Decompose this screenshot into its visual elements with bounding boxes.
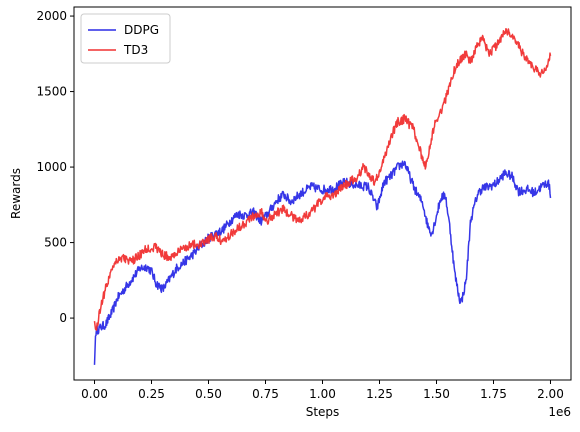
x-axis-offset-label: 1e6: [548, 405, 571, 419]
series-line-ddpg: [93, 160, 552, 365]
x-axis-label: Steps: [306, 405, 340, 419]
legend-label-td3: TD3: [123, 43, 148, 57]
x-tick-label: 0.75: [252, 387, 279, 401]
x-axis-ticks: 0.00 0.25 0.50 0.75 1.00 1.25 1.50 1.75 2.00: [81, 380, 564, 401]
y-axis-label: Rewards: [9, 168, 23, 219]
x-tick-label: 1.25: [366, 387, 393, 401]
y-tick-label: 1500: [36, 85, 67, 99]
x-tick-label: 1.75: [480, 387, 507, 401]
legend-label-ddpg: DDPG: [124, 23, 159, 37]
y-tick-label: 0: [59, 311, 67, 325]
legend: DDPG TD3: [80, 13, 171, 64]
series-line-td3: [93, 28, 552, 331]
y-tick-label: 500: [44, 236, 67, 250]
x-tick-label: 2.00: [537, 387, 564, 401]
x-tick-label: 1.50: [423, 387, 450, 401]
x-tick-label: 0.00: [81, 387, 108, 401]
y-axis-ticks: 0 500 1000 1500 2000: [36, 9, 74, 325]
plot-lines: [93, 28, 552, 365]
x-tick-label: 0.25: [138, 387, 165, 401]
y-tick-label: 2000: [36, 9, 67, 23]
y-tick-label: 1000: [36, 160, 67, 174]
x-tick-label: 0.50: [195, 387, 222, 401]
x-tick-label: 1.00: [309, 387, 336, 401]
